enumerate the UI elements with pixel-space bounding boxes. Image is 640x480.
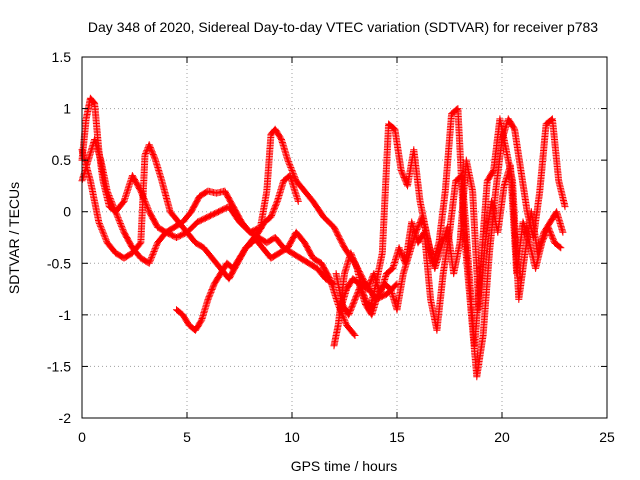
y-tick-label: -1: [59, 307, 72, 323]
y-tick-label: 1.5: [52, 49, 72, 65]
gridlines: [82, 57, 607, 418]
y-tick-label: 0.5: [52, 152, 72, 168]
x-tick-label: 10: [284, 429, 300, 445]
x-tick-label: 5: [183, 429, 191, 445]
axis-ticks: 0 5 10 15 20 25 -2 -1.5 -1 -0.5 0 0.5 1 1.5: [47, 49, 615, 445]
x-tick-label: 0: [78, 429, 86, 445]
y-tick-label: -1.5: [47, 358, 71, 374]
series-track-3: [78, 141, 359, 339]
plus-markers: [78, 141, 359, 339]
x-tick-label: 25: [599, 429, 615, 445]
y-tick-label: -0.5: [47, 255, 71, 271]
series-track-4: [173, 172, 302, 334]
chart-title: Day 348 of 2020, Sidereal Day-to-day VTE…: [88, 19, 598, 35]
plus-markers: [336, 156, 565, 319]
series-track-1: [78, 94, 338, 288]
plus-markers: [78, 94, 338, 288]
y-tick-label: 0: [63, 204, 71, 220]
x-axis-label: GPS time / hours: [291, 458, 398, 474]
y-axis-label: SDTVAR / TECUs: [6, 182, 22, 294]
plus-markers: [173, 172, 302, 334]
x-tick-label: 15: [389, 429, 405, 445]
y-tick-label: 1: [63, 101, 71, 117]
y-tick-label: -2: [59, 410, 72, 426]
series-track-7: [336, 156, 565, 319]
data-points: [78, 94, 569, 381]
x-tick-label: 20: [494, 429, 510, 445]
plot-frame: [81, 56, 608, 419]
